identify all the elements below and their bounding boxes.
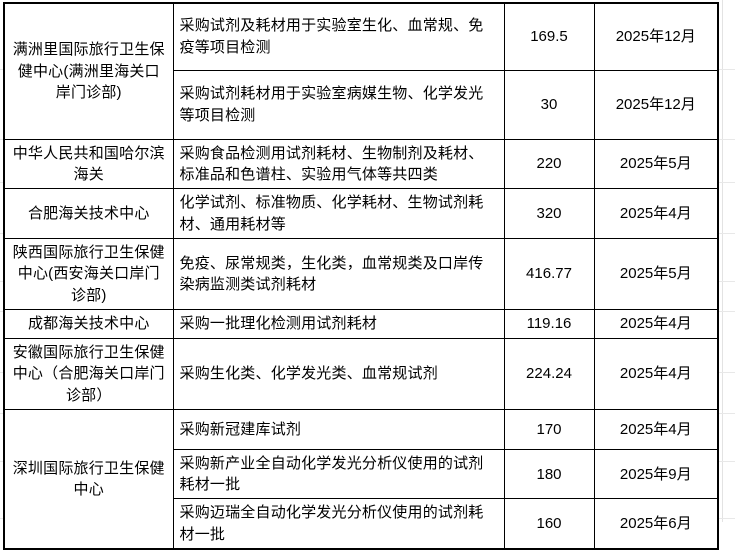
cell-desc: 免疫、尿常规类，生化类，血常规类及口岸传染病监测类试剂耗材 xyxy=(172,238,505,310)
cell-desc: 采购食品检测用试剂耗材、生物制剂及耗材、标准品和色谱柱、实验用气体等共四类 xyxy=(172,138,505,190)
table-row: 深圳国际旅行卫生保健中心 采购新冠建库试剂 170 2025年4月 xyxy=(3,408,719,550)
cell-desc: 采购生化类、化学发光类、血常规试剂 xyxy=(172,337,505,410)
cell-amount: 220 xyxy=(503,138,595,190)
procurement-plan-table: 满洲里国际旅行卫生保健中心(满洲里海关口岸门诊部) 采购试剂及耗材用于实验室生化… xyxy=(3,2,719,550)
table-row: 中华人民共和国哈尔滨海关 采购食品检测用试剂耗材、生物制剂及耗材、标准品和色谱柱… xyxy=(3,138,719,190)
cell-org: 成都海关技术中心 xyxy=(3,308,174,339)
cell-date: 2025年6月 xyxy=(593,498,719,550)
cell-org: 满洲里国际旅行卫生保健中心(满洲里海关口岸门诊部) xyxy=(3,2,174,140)
cell-amount: 224.24 xyxy=(503,337,595,410)
table-body: 满洲里国际旅行卫生保健中心(满洲里海关口岸门诊部) 采购试剂及耗材用于实验室生化… xyxy=(3,2,719,550)
cell-desc: 采购迈瑞全自动化学发光分析仪使用的试剂耗材一批 xyxy=(172,498,505,550)
cell-amount: 160 xyxy=(503,498,595,550)
cell-org: 合肥海关技术中心 xyxy=(3,188,174,240)
table-row: 采购试剂耗材用于实验室病媒生物、化学发光等项目检测 30 2025年12月 xyxy=(4,69,719,140)
table-row: 满洲里国际旅行卫生保健中心(满洲里海关口岸门诊部) 采购试剂及耗材用于实验室生化… xyxy=(3,2,719,140)
cell-desc: 采购新冠建库试剂 xyxy=(172,408,505,450)
cell-date: 2025年4月 xyxy=(593,308,719,339)
cell-desc: 采购试剂及耗材用于实验室生化、血常规、免疫等项目检测 xyxy=(172,2,505,71)
cell-date: 2025年9月 xyxy=(593,448,719,500)
cell-amount: 180 xyxy=(503,448,595,500)
table-row: 合肥海关技术中心 化学试剂、标准物质、化学耗材、生物试剂耗材、通用耗材等 320… xyxy=(3,188,719,240)
cell-amount: 170 xyxy=(503,408,595,450)
cell-date: 2025年5月 xyxy=(593,238,719,310)
cell-date: 2025年4月 xyxy=(593,337,719,410)
cell-amount: 416.77 xyxy=(503,238,595,310)
table-row: 采购新产业全自动化学发光分析仪使用的试剂耗材一批 180 2025年9月 xyxy=(4,448,719,500)
cell-org: 陕西国际旅行卫生保健中心(西安海关口岸门诊部) xyxy=(3,238,174,310)
cell-amount: 320 xyxy=(503,188,595,240)
cell-desc: 采购试剂耗材用于实验室病媒生物、化学发光等项目检测 xyxy=(172,69,505,140)
table-row: 成都海关技术中心 采购一批理化检测用试剂耗材 119.16 2025年4月 xyxy=(3,308,719,339)
cell-org: 安徽国际旅行卫生保健中心（合肥海关口岸门诊部） xyxy=(3,337,174,410)
cell-desc: 化学试剂、标准物质、化学耗材、生物试剂耗材、通用耗材等 xyxy=(172,188,505,240)
cell-date: 2025年12月 xyxy=(593,2,719,71)
cell-amount: 30 xyxy=(503,69,595,140)
cell-org: 中华人民共和国哈尔滨海关 xyxy=(3,138,174,190)
cell-date: 2025年4月 xyxy=(593,188,719,240)
cell-desc: 采购新产业全自动化学发光分析仪使用的试剂耗材一批 xyxy=(172,448,505,500)
table-row: 安徽国际旅行卫生保健中心（合肥海关口岸门诊部） 采购生化类、化学发光类、血常规试… xyxy=(3,337,719,410)
cell-date: 2025年5月 xyxy=(593,138,719,190)
cell-org: 深圳国际旅行卫生保健中心 xyxy=(3,408,174,550)
cell-date: 2025年12月 xyxy=(593,69,719,140)
cell-date: 2025年4月 xyxy=(593,408,719,450)
cell-amount: 169.5 xyxy=(503,2,595,71)
procurement-plan-table-container: 满洲里国际旅行卫生保健中心(满洲里海关口岸门诊部) 采购试剂及耗材用于实验室生化… xyxy=(3,2,719,550)
cell-amount: 119.16 xyxy=(503,308,595,339)
cell-desc: 采购一批理化检测用试剂耗材 xyxy=(172,308,505,339)
table-row: 陕西国际旅行卫生保健中心(西安海关口岸门诊部) 免疫、尿常规类，生化类，血常规类… xyxy=(3,238,719,310)
